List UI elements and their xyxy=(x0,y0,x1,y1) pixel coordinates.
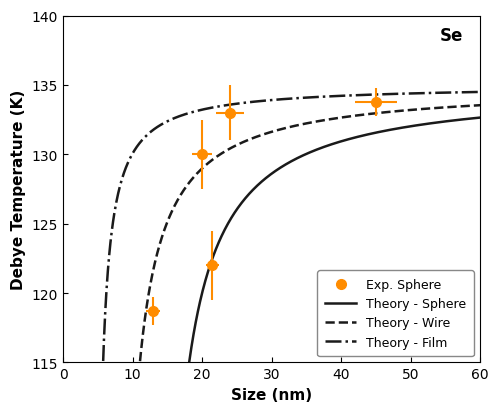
Text: Se: Se xyxy=(440,27,464,45)
Legend: Exp. Sphere, Theory - Sphere, Theory - Wire, Theory - Film: Exp. Sphere, Theory - Sphere, Theory - W… xyxy=(318,271,474,356)
Y-axis label: Debye Temperature (K): Debye Temperature (K) xyxy=(11,90,26,290)
X-axis label: Size (nm): Size (nm) xyxy=(231,387,312,402)
